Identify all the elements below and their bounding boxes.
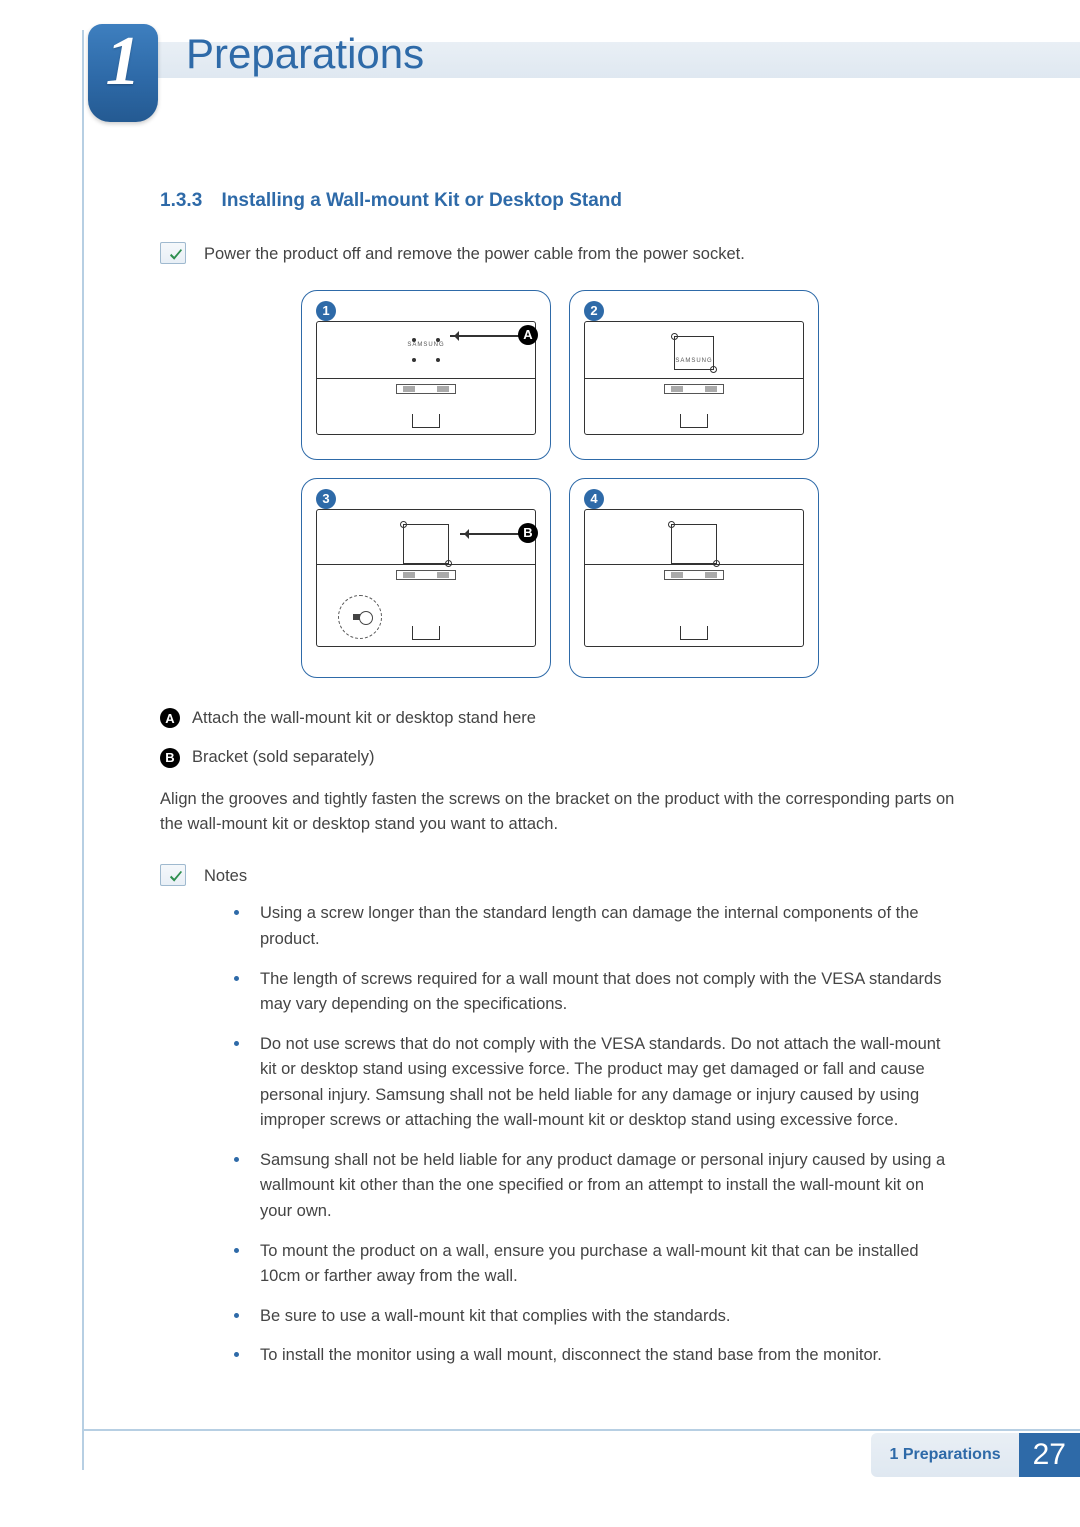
footer-label: 1 Preparations: [871, 1433, 1018, 1477]
note-item: Using a screw longer than the standard l…: [234, 901, 960, 952]
callout-b: B: [518, 523, 538, 543]
figure: 1 SAMSUNG A 2 SAMSUNG: [160, 290, 960, 678]
note-icon: [160, 864, 186, 886]
note-item: To install the monitor using a wall moun…: [234, 1343, 960, 1369]
legend-row-b: B Bracket (sold separately): [160, 745, 960, 771]
figure-panel-3: 3 B: [301, 478, 551, 678]
step-badge-4: 4: [584, 489, 604, 509]
note-item: Do not use screws that do not comply wit…: [234, 1032, 960, 1134]
notes-list: Using a screw longer than the standard l…: [204, 901, 960, 1368]
intro-note-text: Power the product off and remove the pow…: [204, 242, 745, 268]
chapter-number: 1: [88, 22, 158, 102]
monitor-back-4: [584, 509, 804, 647]
monitor-back-2: SAMSUNG: [584, 321, 804, 435]
callout-a: A: [518, 325, 538, 345]
section-heading: 1.3.3 Installing a Wall-mount Kit or Des…: [160, 190, 960, 212]
notes-block: Notes Using a screw longer than the stan…: [160, 864, 960, 1383]
step-badge-1: 1: [316, 301, 336, 321]
figure-grid: 1 SAMSUNG A 2 SAMSUNG: [301, 290, 819, 678]
note-item: The length of screws required for a wall…: [234, 967, 960, 1018]
note-icon: [160, 242, 186, 264]
arrow-b: [460, 533, 520, 535]
screw-detail: [338, 595, 382, 639]
step-badge-3: 3: [316, 489, 336, 509]
notes-heading: Notes: [204, 864, 960, 890]
footer-page-number: 27: [1019, 1433, 1080, 1477]
step-badge-2: 2: [584, 301, 604, 321]
footer-rule: [82, 1429, 1080, 1431]
chapter-number-box: 1: [88, 24, 158, 122]
chapter-title: Preparations: [186, 30, 424, 78]
page: 1 Preparations 1.3.3 Installing a Wall-m…: [0, 0, 1080, 1527]
figure-panel-4: 4: [569, 478, 819, 678]
footer: 1 Preparations 27: [871, 1433, 1080, 1477]
legend-text-a: Attach the wall-mount kit or desktop sta…: [192, 706, 536, 732]
legend-text-b: Bracket (sold separately): [192, 745, 375, 771]
figure-panel-2: 2 SAMSUNG: [569, 290, 819, 460]
notes-content: Notes Using a screw longer than the stan…: [204, 864, 960, 1383]
arrow-a: [450, 335, 520, 337]
note-item: Samsung shall not be held liable for any…: [234, 1148, 960, 1225]
note-item: To mount the product on a wall, ensure y…: [234, 1239, 960, 1290]
figure-panel-1: 1 SAMSUNG A: [301, 290, 551, 460]
legend-badge-b: B: [160, 748, 180, 768]
note-item: Be sure to use a wall-mount kit that com…: [234, 1304, 960, 1330]
intro-note-row: Power the product off and remove the pow…: [160, 242, 960, 268]
legend-badge-a: A: [160, 708, 180, 728]
legend-row-a: A Attach the wall-mount kit or desktop s…: [160, 706, 960, 732]
section-title: Installing a Wall-mount Kit or Desktop S…: [222, 190, 622, 211]
side-rule: [82, 30, 84, 1470]
monitor-back-1: SAMSUNG: [316, 321, 536, 435]
section-number: 1.3.3: [160, 190, 202, 211]
align-paragraph: Align the grooves and tightly fasten the…: [160, 787, 960, 838]
content-area: 1.3.3 Installing a Wall-mount Kit or Des…: [160, 190, 960, 1405]
